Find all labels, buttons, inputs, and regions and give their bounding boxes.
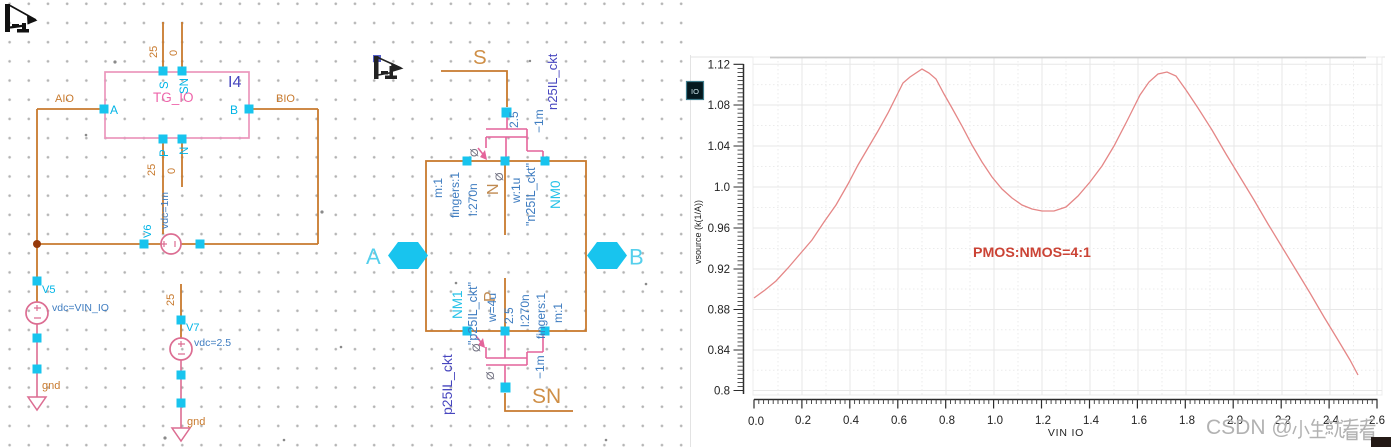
svg-text:NM0: NM0 [548, 180, 563, 209]
svg-text:0: 0 [168, 50, 180, 56]
svg-text:BIO: BIO [276, 93, 295, 105]
svg-text:w=4u: w=4u [485, 293, 499, 323]
svg-text:1.12: 1.12 [708, 60, 730, 72]
svg-text:N: N [179, 147, 191, 155]
svg-text:1.0: 1.0 [714, 182, 730, 194]
svg-text:I4: I4 [228, 74, 241, 91]
svg-text:vdc=1m: vdc=1m [159, 192, 171, 229]
svg-text:SN: SN [532, 385, 561, 408]
svg-text:1.2: 1.2 [1035, 415, 1051, 427]
svg-text:IO: IO [691, 87, 699, 96]
svg-text:0.96: 0.96 [708, 223, 730, 235]
svg-text:SN: SN [179, 78, 191, 94]
svg-text:1.6: 1.6 [1131, 415, 1147, 427]
svg-text:0.84: 0.84 [708, 345, 731, 357]
svg-text:PMOS:NMOS=4:1: PMOS:NMOS=4:1 [973, 245, 1091, 261]
svg-text:Ø: Ø [485, 371, 497, 380]
svg-text:fingers:1: fingers:1 [448, 172, 462, 218]
svg-text:B: B [230, 103, 238, 117]
svg-text:P: P [482, 291, 499, 302]
svg-text:"p25IL_ckt": "p25IL_ckt" [466, 282, 480, 345]
svg-text:1.0: 1.0 [987, 415, 1003, 427]
svg-text:TG_IO: TG_IO [153, 90, 194, 105]
svg-text:2.0: 2.0 [1227, 415, 1243, 427]
svg-text:0.6: 0.6 [891, 415, 907, 427]
svg-text:0.0: 0.0 [748, 416, 764, 428]
svg-text:0.2: 0.2 [795, 415, 811, 427]
svg-text:25: 25 [165, 294, 177, 306]
svg-text:vsource (k(1/A)): vsource (k(1/A)) [693, 200, 703, 264]
svg-text:fingers:1: fingers:1 [534, 293, 548, 339]
svg-text:w:1u: w:1u [509, 178, 523, 204]
svg-text:−1m: −1m [533, 355, 547, 379]
svg-text:l:270n: l:270n [518, 294, 532, 327]
svg-text:0: 0 [166, 168, 178, 174]
svg-text:NM1: NM1 [450, 290, 465, 319]
svg-text:V6: V6 [142, 225, 154, 238]
svg-text:25: 25 [146, 164, 158, 176]
svg-text:S: S [159, 81, 171, 89]
svg-text:1.08: 1.08 [708, 100, 730, 112]
svg-text:gnd: gnd [187, 416, 205, 428]
svg-text:AIO: AIO [55, 93, 74, 105]
svg-text:"n25IL_ckt": "n25IL_ckt" [524, 163, 538, 226]
svg-text:m:1: m:1 [551, 303, 565, 323]
svg-text:N: N [485, 183, 502, 195]
svg-text:0.92: 0.92 [708, 264, 730, 276]
svg-text:Ø: Ø [471, 343, 483, 352]
svg-text:2.2: 2.2 [1275, 415, 1291, 427]
svg-text:2.6: 2.6 [1369, 415, 1385, 427]
svg-text:0.88: 0.88 [708, 305, 730, 317]
svg-text:gnd: gnd [42, 380, 60, 392]
svg-text:Ø: Ø [494, 172, 506, 181]
svg-text:25: 25 [148, 46, 160, 58]
svg-text:1.04: 1.04 [708, 141, 731, 153]
svg-text:A: A [110, 103, 118, 117]
svg-text:vdc=2.5: vdc=2.5 [194, 337, 231, 349]
svg-text:−1m: −1m [532, 109, 546, 133]
svg-text:m:1: m:1 [431, 178, 445, 198]
svg-text:0.8: 0.8 [939, 415, 955, 427]
svg-text:0.8: 0.8 [714, 386, 730, 398]
svg-text:1.4: 1.4 [1083, 415, 1100, 427]
svg-text:2.4: 2.4 [1323, 415, 1340, 427]
svg-text:2.5: 2.5 [502, 307, 516, 324]
svg-text:B: B [629, 245, 644, 270]
svg-text:p25IL_ckt: p25IL_ckt [439, 354, 455, 415]
svg-text:A: A [366, 244, 381, 269]
svg-text:Ø: Ø [469, 148, 481, 157]
svg-text:VIN IO: VIN IO [1048, 427, 1084, 439]
svg-text:n25IL_ckt: n25IL_ckt [545, 53, 560, 110]
svg-text:V7: V7 [186, 322, 199, 334]
svg-text:V5: V5 [42, 284, 55, 296]
svg-text:0.4: 0.4 [843, 415, 860, 427]
svg-text:2.5: 2.5 [507, 111, 521, 128]
svg-text:1.8: 1.8 [1179, 415, 1195, 427]
svg-text:l:270n: l:270n [466, 183, 480, 216]
svg-text:vdc=VIN_IO: vdc=VIN_IO [52, 302, 109, 314]
svg-text:P: P [159, 149, 171, 157]
svg-text:S: S [473, 46, 487, 69]
svg-text:CSDN @: CSDN @ [1206, 416, 1293, 439]
